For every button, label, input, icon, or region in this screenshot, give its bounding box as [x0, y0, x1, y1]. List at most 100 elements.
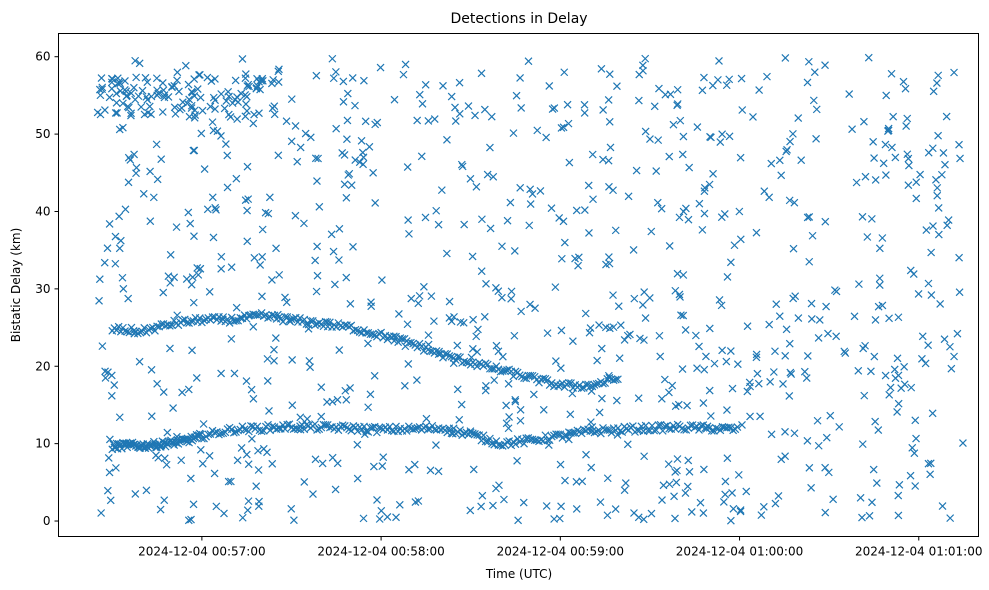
- data-point: [221, 140, 230, 148]
- data-point: [270, 345, 278, 354]
- data-point: [193, 85, 202, 93]
- data-point: [244, 427, 253, 436]
- data-point: [615, 354, 624, 363]
- data-point: [223, 183, 232, 192]
- data-point: [208, 118, 217, 127]
- data-point: [511, 397, 520, 406]
- data-point: [483, 170, 492, 179]
- data-point: [395, 500, 404, 509]
- data-point: [559, 217, 568, 226]
- data-point: [807, 483, 816, 492]
- data-point: [195, 314, 204, 323]
- data-point: [854, 280, 863, 289]
- data-point: [177, 456, 186, 465]
- data-point: [775, 156, 784, 165]
- data-point: [107, 371, 116, 380]
- data-point: [271, 334, 280, 342]
- data-point: [736, 153, 745, 162]
- data-point: [481, 359, 490, 368]
- data-point: [392, 422, 400, 431]
- data-point: [135, 59, 144, 68]
- data-point: [705, 180, 714, 189]
- data-point: [166, 250, 175, 259]
- data-point: [767, 159, 776, 168]
- data-point: [592, 379, 601, 388]
- data-point: [551, 357, 560, 365]
- data-point: [695, 199, 704, 208]
- data-point: [841, 349, 850, 358]
- data-point: [266, 426, 275, 435]
- data-point: [244, 497, 253, 506]
- data-point: [885, 314, 893, 323]
- data-point: [112, 326, 121, 335]
- data-point: [253, 81, 262, 90]
- data-point: [487, 112, 496, 121]
- data-point: [886, 383, 895, 392]
- data-point: [369, 168, 378, 177]
- data-point: [878, 234, 887, 242]
- data-point: [373, 496, 381, 504]
- data-point: [729, 426, 738, 435]
- data-point: [547, 432, 556, 441]
- y-tick-label: 10: [35, 437, 50, 451]
- data-point: [265, 406, 273, 415]
- data-point: [566, 410, 575, 419]
- data-point: [699, 399, 708, 407]
- data-point: [129, 83, 138, 92]
- data-point: [821, 61, 829, 70]
- data-point: [605, 182, 613, 191]
- data-point: [455, 78, 464, 87]
- data-point: [543, 376, 552, 384]
- data-point: [434, 467, 443, 476]
- data-point: [468, 344, 477, 353]
- data-point: [511, 395, 520, 404]
- data-point: [321, 421, 330, 429]
- data-point: [421, 80, 430, 89]
- data-point: [376, 63, 385, 72]
- data-point: [347, 181, 356, 190]
- data-point: [757, 511, 766, 520]
- data-point: [710, 359, 719, 368]
- data-point: [187, 515, 195, 524]
- data-point: [344, 171, 353, 179]
- data-point: [560, 238, 569, 247]
- y-tick-label: 50: [35, 127, 50, 141]
- data-point: [589, 195, 597, 204]
- data-point: [477, 267, 486, 276]
- data-point: [223, 151, 232, 160]
- data-point: [924, 148, 933, 157]
- data-point: [700, 209, 709, 218]
- data-point: [267, 276, 276, 284]
- data-point: [377, 328, 386, 337]
- data-point: [308, 317, 317, 325]
- data-point: [301, 129, 310, 138]
- data-point: [110, 381, 119, 389]
- data-point: [296, 314, 304, 322]
- data-point: [673, 269, 682, 278]
- data-point: [509, 129, 518, 138]
- data-point: [116, 236, 125, 245]
- data-point: [390, 95, 399, 104]
- data-point: [400, 381, 409, 390]
- data-point: [671, 468, 680, 476]
- data-point: [120, 85, 129, 94]
- data-point: [884, 124, 893, 133]
- data-point: [361, 117, 370, 126]
- data-point: [953, 329, 962, 338]
- data-point: [524, 57, 533, 66]
- data-point: [302, 420, 311, 429]
- data-point: [236, 313, 245, 322]
- data-point: [699, 509, 708, 518]
- data-point: [912, 194, 921, 203]
- data-point: [658, 426, 667, 435]
- data-point: [252, 482, 261, 491]
- data-point: [522, 434, 531, 443]
- data-point: [245, 82, 254, 91]
- data-point: [228, 99, 237, 108]
- data-point: [581, 309, 590, 318]
- data-point: [249, 322, 258, 331]
- data-point: [894, 313, 903, 322]
- data-point: [430, 115, 439, 123]
- data-point: [665, 480, 674, 489]
- data-point: [630, 509, 638, 517]
